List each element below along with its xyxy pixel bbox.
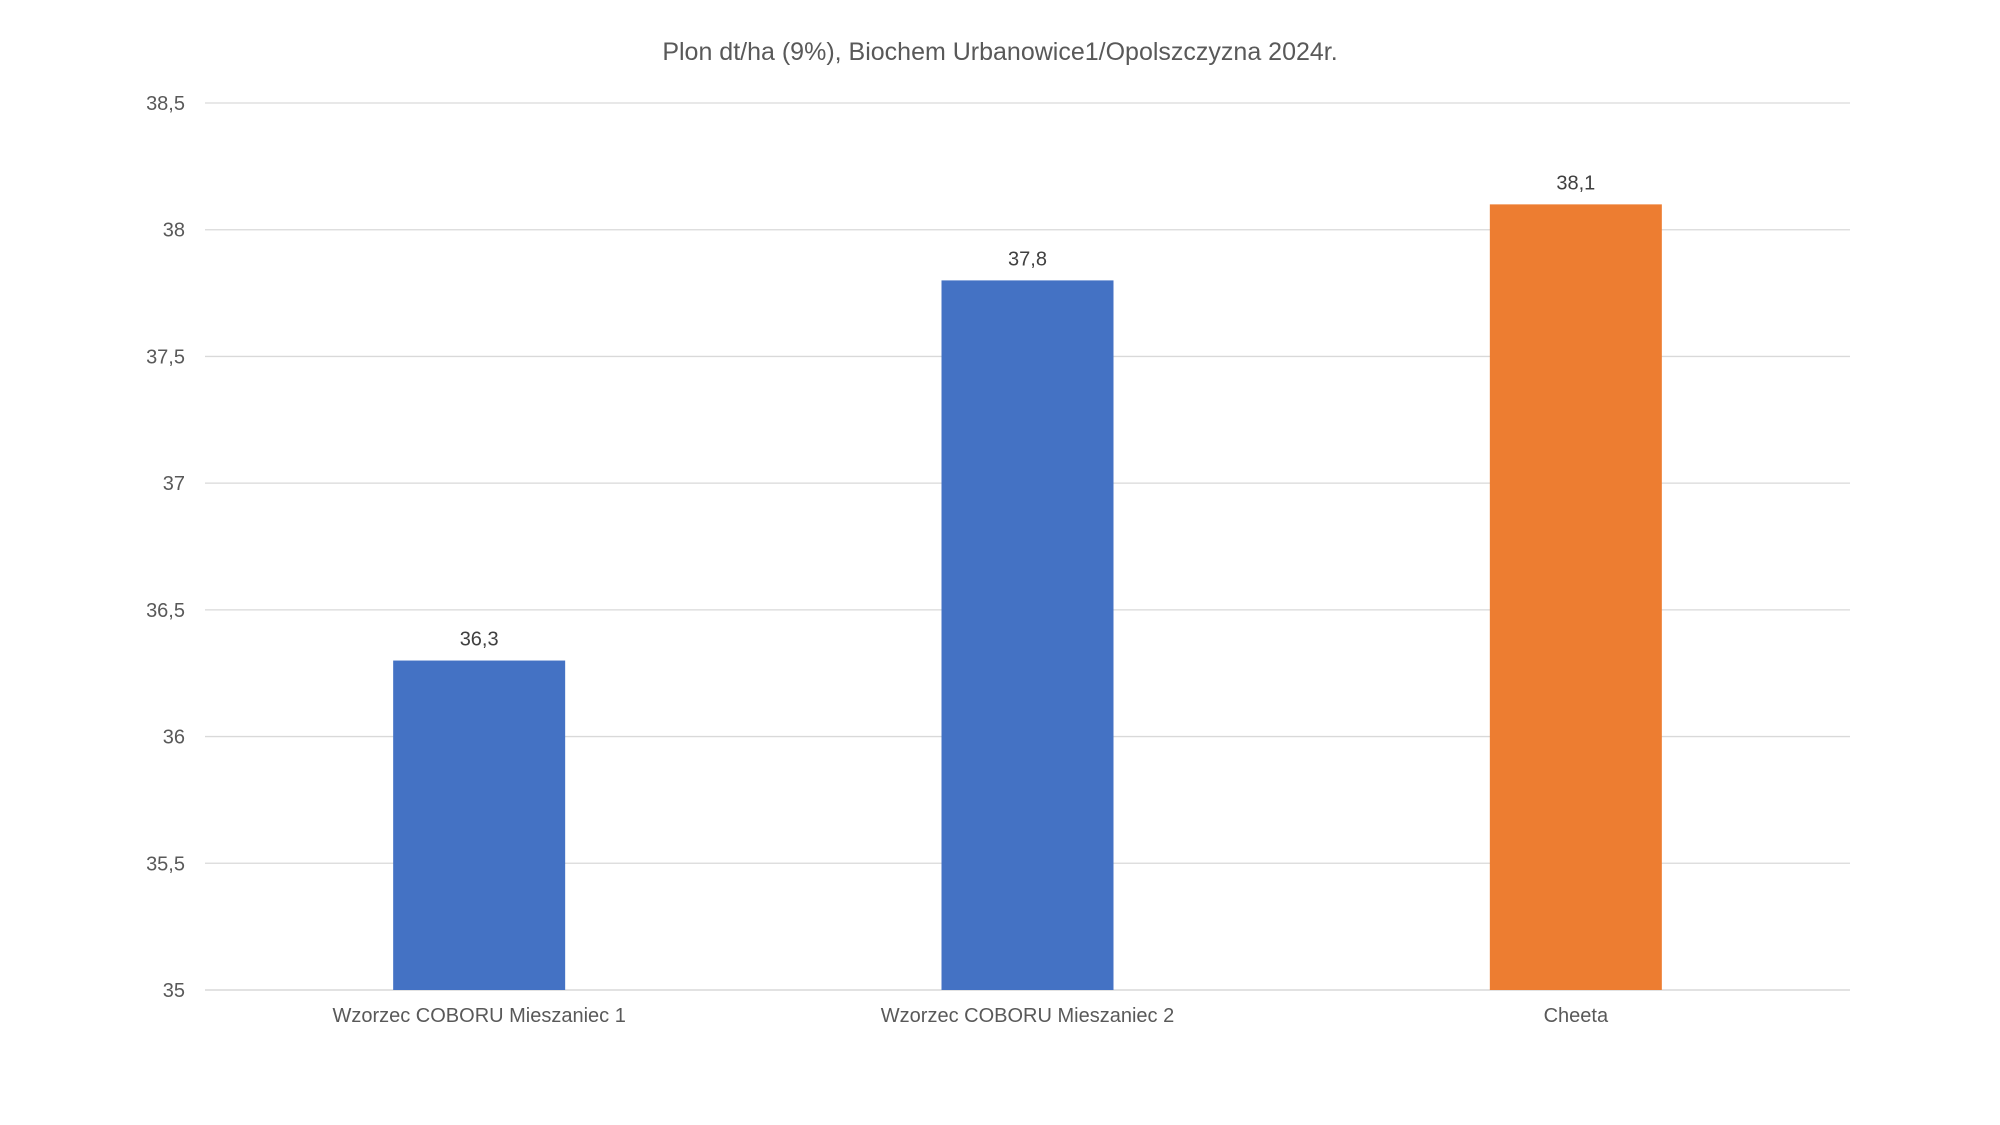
bar — [1489, 204, 1662, 990]
bar-value-label: 36,3 — [460, 629, 499, 651]
y-tick-label: 35 — [163, 980, 185, 1002]
y-tick-label: 37,5 — [146, 346, 185, 368]
bar — [941, 280, 1114, 990]
x-category-label: Wzorzec COBORU Mieszaniec 2 — [881, 1005, 1174, 1027]
y-tick-label: 36 — [163, 727, 185, 749]
data-labels: 36,3 37,8 38,1 — [460, 172, 1596, 650]
y-tick-label: 38 — [163, 220, 185, 242]
x-axis-labels: Wzorzec COBORU Mieszaniec 1 Wzorzec COBOR… — [332, 1005, 1608, 1027]
bar — [393, 660, 566, 990]
x-category-label: Cheeta — [1544, 1005, 1609, 1027]
y-tick-label: 38,5 — [146, 93, 185, 115]
chart-title: Plon dt/ha (9%), Biochem Urbanowice1/Opo… — [662, 38, 1338, 66]
y-tick-label: 36,5 — [146, 600, 185, 622]
y-tick-label: 35,5 — [146, 853, 185, 875]
y-axis-ticks: 35 35,5 36 36,5 37 37,5 38 38,5 — [146, 93, 185, 1002]
bar-value-label: 38,1 — [1556, 172, 1595, 194]
bar-value-label: 37,8 — [1008, 248, 1047, 270]
y-tick-label: 37 — [163, 473, 185, 495]
bars — [393, 204, 1662, 990]
x-category-label: Wzorzec COBORU Mieszaniec 1 — [332, 1005, 625, 1027]
